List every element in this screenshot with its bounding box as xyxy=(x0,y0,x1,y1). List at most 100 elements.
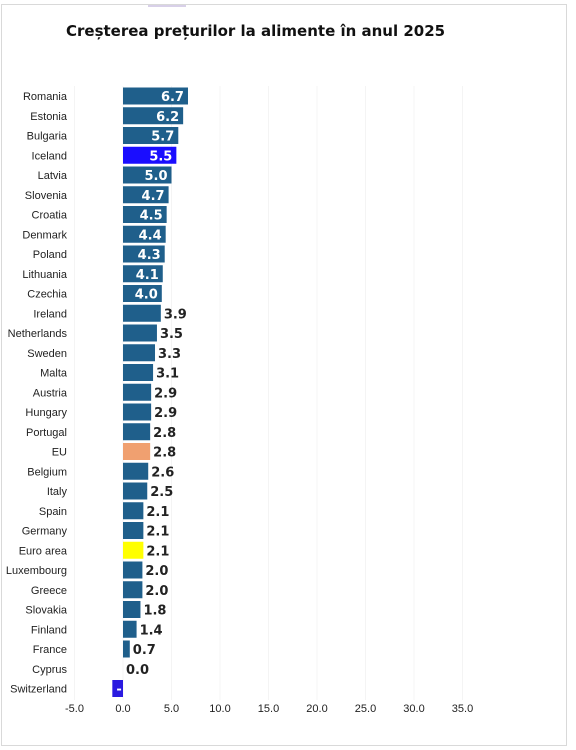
bar xyxy=(123,206,167,223)
x-tick-label: 0.0 xyxy=(115,703,130,715)
category-label: Greece xyxy=(31,585,67,597)
value-label: 2.9 xyxy=(154,406,177,421)
value-label: 2.1 xyxy=(146,505,169,520)
value-label: 5.0 xyxy=(144,169,167,184)
value-label: 3.3 xyxy=(158,347,181,362)
category-label: Italy xyxy=(47,486,68,498)
value-label: 3.5 xyxy=(160,327,183,342)
value-label: 2.0 xyxy=(145,564,168,579)
value-label: 2.1 xyxy=(146,544,169,559)
x-tick-label: 25.0 xyxy=(355,703,376,715)
value-label: 1.4 xyxy=(140,623,163,638)
category-label: Ireland xyxy=(33,308,67,320)
bar xyxy=(123,620,137,638)
category-label: Iceland xyxy=(32,150,67,162)
bar xyxy=(123,245,165,263)
category-label: Germany xyxy=(22,526,68,538)
bar xyxy=(123,383,152,401)
category-label: Cyprus xyxy=(32,664,67,676)
bar xyxy=(112,680,123,697)
category-label: Switzerland xyxy=(10,684,67,696)
value-label: 6.7 xyxy=(161,90,184,105)
category-label: Spain xyxy=(39,506,67,518)
value-label: 4.5 xyxy=(140,209,163,224)
value-label: 2.1 xyxy=(146,525,169,540)
category-label: EU xyxy=(52,447,67,459)
value-label: - xyxy=(116,683,121,698)
value-label: 4.0 xyxy=(135,288,158,303)
category-label: Poland xyxy=(33,249,67,261)
value-label: 5.5 xyxy=(149,149,172,164)
category-label: Portugal xyxy=(26,427,67,439)
bar xyxy=(123,482,148,500)
bar xyxy=(123,127,179,144)
value-label: 4.3 xyxy=(138,248,161,263)
value-label: 3.9 xyxy=(164,307,187,322)
bar xyxy=(123,146,177,164)
category-label: Belgium xyxy=(27,466,67,478)
category-label: Hungary xyxy=(25,407,67,419)
chart-title: Creșterea prețurilor la alimente în anul… xyxy=(66,22,446,40)
value-label: 4.1 xyxy=(136,268,159,283)
value-label: 4.7 xyxy=(142,189,165,204)
value-label: 2.8 xyxy=(153,446,176,461)
bar xyxy=(123,522,144,539)
value-label: 2.9 xyxy=(154,386,177,401)
category-label: Finland xyxy=(31,624,67,636)
category-label: France xyxy=(33,644,67,656)
category-label: Austria xyxy=(33,387,68,399)
bar xyxy=(123,107,184,125)
bar xyxy=(123,364,154,381)
value-label: 5.7 xyxy=(151,130,174,145)
bar xyxy=(123,186,169,204)
bar xyxy=(123,443,151,460)
bar xyxy=(123,581,143,599)
category-label: Romania xyxy=(23,91,68,103)
chart-frame xyxy=(1,4,567,746)
category-label: Slovenia xyxy=(25,190,68,202)
x-tick-label: -5.0 xyxy=(65,703,84,715)
bar xyxy=(123,423,151,441)
category-label: Latvia xyxy=(38,170,68,182)
value-label: 1.8 xyxy=(143,604,166,619)
bar xyxy=(123,640,130,658)
value-label: 0.7 xyxy=(133,643,156,658)
category-label: Denmark xyxy=(22,229,67,241)
bar xyxy=(123,502,144,520)
value-label: 6.2 xyxy=(156,110,179,125)
category-label: Estonia xyxy=(30,111,68,123)
value-label: 0.0 xyxy=(126,663,149,678)
bar xyxy=(123,265,163,283)
category-label: Bulgaria xyxy=(27,131,68,143)
category-label: Croatia xyxy=(32,210,68,222)
category-label: Sweden xyxy=(27,348,67,360)
value-label: 2.6 xyxy=(151,465,174,480)
value-label: 2.0 xyxy=(145,584,168,599)
x-tick-label: 15.0 xyxy=(258,703,279,715)
value-label: 2.8 xyxy=(153,426,176,441)
category-label: Lithuania xyxy=(22,269,68,281)
bar xyxy=(123,541,144,559)
category-label: Malta xyxy=(40,368,68,380)
x-tick-label: 20.0 xyxy=(306,703,327,715)
value-label: 3.1 xyxy=(156,367,179,382)
value-label: 4.4 xyxy=(139,228,162,243)
category-label: Czechia xyxy=(27,289,68,301)
bar xyxy=(123,225,166,243)
category-label: Euro area xyxy=(19,545,68,557)
bar xyxy=(123,344,156,362)
bar xyxy=(123,166,172,184)
bar xyxy=(123,561,143,579)
top-decoration xyxy=(148,5,186,7)
x-tick-label: 10.0 xyxy=(209,703,230,715)
bar xyxy=(123,285,162,302)
category-label: Luxembourg xyxy=(6,565,67,577)
bar xyxy=(123,462,149,480)
x-tick-label: 30.0 xyxy=(403,703,424,715)
x-tick-label: 5.0 xyxy=(164,703,179,715)
x-tick-label: 35.0 xyxy=(452,703,473,715)
bar xyxy=(123,87,188,105)
bar xyxy=(123,403,152,421)
category-label: Slovakia xyxy=(25,605,67,617)
